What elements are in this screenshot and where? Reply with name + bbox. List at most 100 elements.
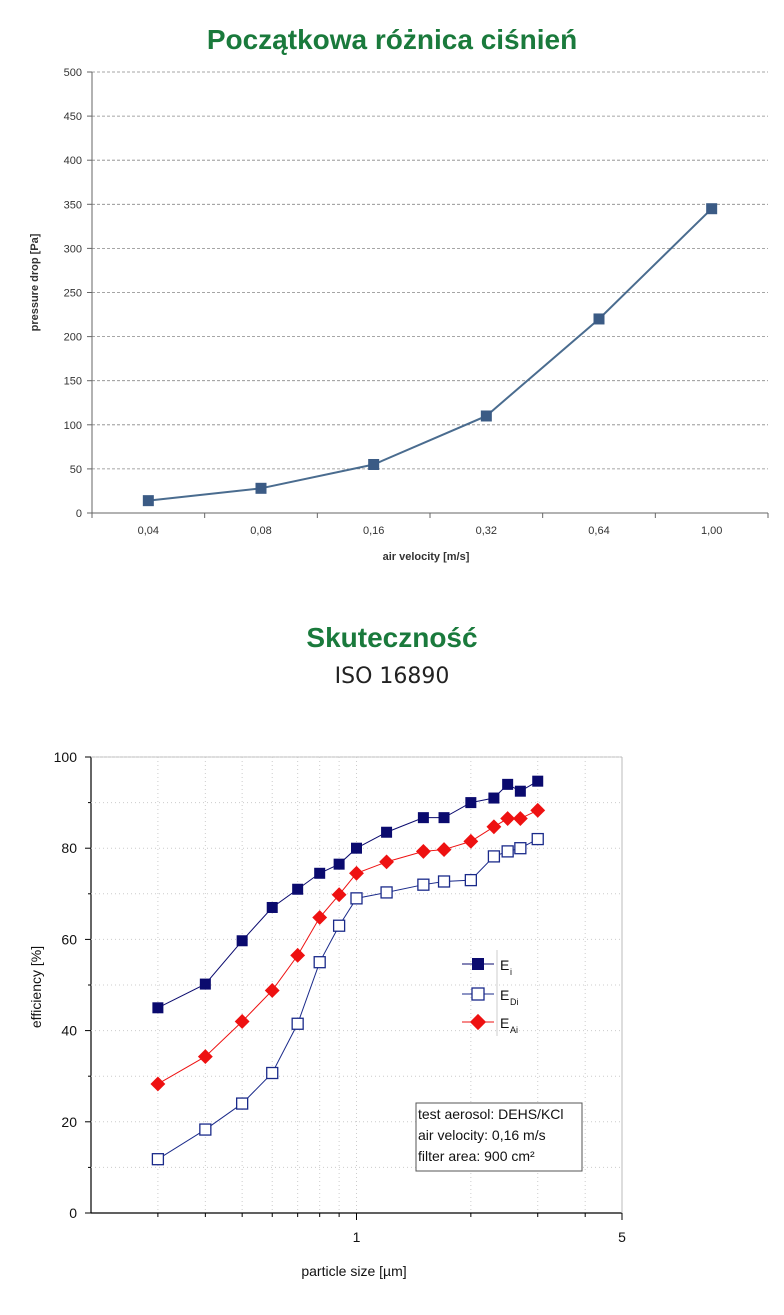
data-point bbox=[142, 495, 154, 507]
data-point bbox=[500, 811, 516, 826]
data-point bbox=[502, 778, 514, 790]
data-point bbox=[236, 1097, 249, 1110]
chart1-title: Początkowa różnica ciśnień bbox=[206, 24, 578, 55]
data-point bbox=[706, 203, 718, 215]
legend-label: E bbox=[500, 957, 509, 973]
chart2-subtitle: ISO 16890 bbox=[334, 664, 450, 689]
series-line bbox=[157, 780, 538, 1009]
annotation-line: test aerosol: DEHS/KCl bbox=[418, 1106, 564, 1122]
x-axis-title: air velocity [m/s] bbox=[383, 551, 470, 563]
data-point bbox=[437, 875, 451, 888]
data-point bbox=[381, 826, 393, 838]
data-point bbox=[150, 1076, 166, 1092]
y-tick-label: 350 bbox=[64, 199, 82, 211]
y-tick-label: 150 bbox=[64, 376, 82, 388]
data-point bbox=[472, 958, 484, 970]
y-tick-label: 300 bbox=[64, 243, 82, 255]
data-point bbox=[199, 1123, 212, 1136]
data-point bbox=[463, 833, 479, 849]
data-point bbox=[415, 843, 431, 859]
legend-label: E bbox=[500, 1015, 509, 1031]
data-point bbox=[290, 947, 306, 963]
chart2-title: Skuteczność bbox=[306, 622, 478, 653]
x-tick-label: 0,04 bbox=[138, 525, 159, 537]
data-point bbox=[291, 1017, 304, 1030]
data-point bbox=[151, 1153, 165, 1166]
x-tick-label: 0,08 bbox=[250, 525, 271, 537]
data-point bbox=[264, 983, 280, 998]
data-point bbox=[514, 842, 527, 855]
y-tick-label: 50 bbox=[70, 464, 82, 476]
data-point bbox=[379, 854, 395, 870]
data-point bbox=[349, 865, 364, 881]
legend-label: E bbox=[500, 987, 509, 1003]
legend-sub: i bbox=[510, 967, 512, 977]
y-axis-title: pressure drop [Pa] bbox=[29, 233, 41, 331]
y-tick-label: 400 bbox=[64, 155, 82, 167]
data-point bbox=[350, 892, 363, 905]
data-point bbox=[380, 886, 393, 899]
data-point bbox=[532, 775, 544, 787]
x-tick-label: 0,32 bbox=[476, 525, 497, 537]
x-tick-label: 1,00 bbox=[701, 525, 722, 537]
x-axis-title: particle size [µm] bbox=[301, 1263, 406, 1279]
x-tick-label: 0,64 bbox=[588, 525, 609, 537]
data-point bbox=[266, 1066, 279, 1080]
data-point bbox=[438, 812, 450, 824]
x-tick-label: 0,16 bbox=[363, 525, 384, 537]
series-line bbox=[148, 207, 713, 502]
data-point bbox=[486, 819, 502, 835]
y-tick-label: 20 bbox=[61, 1114, 77, 1130]
data-point bbox=[487, 850, 501, 863]
data-point bbox=[332, 919, 346, 932]
y-tick-label: 250 bbox=[64, 288, 82, 300]
data-point bbox=[331, 887, 347, 903]
data-point bbox=[512, 811, 528, 826]
data-point bbox=[417, 878, 430, 891]
data-point bbox=[531, 832, 544, 846]
y-tick-label: 100 bbox=[54, 749, 78, 765]
x-tick-label: 1 bbox=[353, 1229, 361, 1245]
data-point bbox=[236, 935, 248, 947]
data-point bbox=[501, 845, 514, 858]
data-point bbox=[197, 1049, 213, 1065]
y-axis-title: efficiency [%] bbox=[28, 946, 44, 1028]
y-tick-label: 0 bbox=[69, 1205, 77, 1221]
data-point bbox=[368, 458, 380, 470]
data-point bbox=[417, 812, 429, 824]
data-point bbox=[464, 873, 477, 887]
data-point bbox=[480, 410, 492, 422]
data-point bbox=[333, 858, 345, 870]
y-tick-label: 0 bbox=[76, 508, 82, 520]
annotation-box bbox=[415, 1102, 583, 1172]
data-point bbox=[530, 802, 546, 818]
data-point bbox=[234, 1014, 250, 1029]
data-point bbox=[436, 842, 452, 857]
y-tick-label: 500 bbox=[64, 67, 82, 79]
annotation-line: air velocity: 0,16 m/s bbox=[418, 1127, 546, 1143]
data-point bbox=[469, 1013, 487, 1031]
y-tick-label: 60 bbox=[61, 931, 77, 947]
data-point bbox=[152, 1002, 164, 1014]
x-tick-label: 5 bbox=[618, 1229, 626, 1245]
data-point bbox=[255, 482, 267, 494]
y-tick-label: 100 bbox=[64, 420, 82, 432]
pressure-drop-chart: 0 50 100 150 200 250 300 350 400 450 500 0,04 0,08 0,… bbox=[29, 67, 769, 563]
data-point bbox=[465, 797, 477, 809]
annotation-line: filter area: 900 cm² bbox=[418, 1148, 535, 1164]
data-point bbox=[351, 842, 362, 854]
data-point bbox=[199, 978, 211, 990]
data-point bbox=[593, 313, 605, 325]
data-point bbox=[292, 883, 304, 895]
series-line bbox=[157, 809, 538, 1085]
data-point bbox=[514, 785, 526, 797]
data-point bbox=[266, 901, 278, 913]
data-point bbox=[314, 867, 326, 879]
y-tick-label: 450 bbox=[64, 111, 82, 123]
data-point bbox=[471, 987, 485, 1001]
series-line bbox=[157, 838, 538, 1160]
data-point bbox=[312, 910, 328, 925]
y-tick-label: 200 bbox=[64, 332, 82, 344]
legend-sub: Di bbox=[510, 997, 519, 1007]
